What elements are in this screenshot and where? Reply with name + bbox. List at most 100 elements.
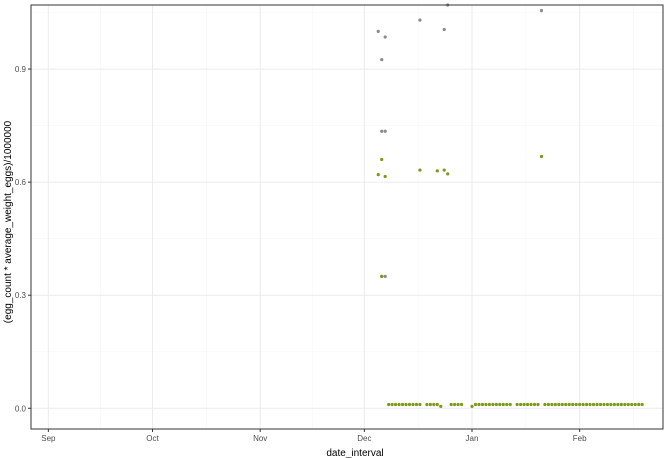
- data-point: [578, 402, 582, 407]
- y-axis-title: (egg_count * average_weight_eggs)/100000…: [3, 120, 14, 323]
- data-points: [376, 3, 644, 408]
- data-point: [380, 157, 384, 162]
- x-tick-label: Jan: [466, 434, 479, 443]
- data-point: [508, 402, 512, 407]
- data-point: [626, 402, 630, 407]
- data-point: [376, 29, 380, 33]
- data-point: [591, 402, 596, 407]
- data-point: [480, 402, 485, 407]
- grid-minor: [31, 5, 663, 429]
- data-point: [411, 402, 415, 407]
- data-point: [487, 402, 491, 407]
- x-tick-label: Dec: [357, 434, 371, 443]
- data-point: [425, 402, 429, 407]
- data-point: [546, 402, 551, 407]
- data-point: [435, 402, 439, 407]
- data-point: [432, 402, 436, 407]
- data-point: [501, 402, 505, 407]
- data-point: [623, 402, 627, 407]
- data-point: [585, 402, 589, 407]
- data-point: [407, 402, 412, 407]
- data-point: [404, 402, 408, 407]
- data-point: [439, 404, 443, 408]
- data-point: [550, 402, 554, 407]
- y-tick-label: 0.0: [15, 404, 27, 413]
- data-point: [609, 402, 613, 407]
- data-point: [477, 402, 481, 407]
- data-point: [394, 402, 398, 407]
- data-point: [640, 402, 644, 407]
- data-point: [498, 402, 502, 407]
- data-point: [418, 402, 422, 407]
- y-tick-label: 0.3: [15, 291, 27, 300]
- data-point: [484, 402, 488, 407]
- data-point: [380, 274, 384, 278]
- x-tick-label: Oct: [146, 434, 159, 443]
- data-point: [532, 402, 537, 407]
- data-point: [539, 154, 544, 159]
- data-point: [612, 402, 616, 407]
- data-point: [383, 129, 387, 133]
- data-point: [456, 402, 460, 407]
- data-point: [536, 402, 540, 407]
- data-point: [564, 402, 568, 407]
- data-point: [602, 402, 606, 407]
- data-point: [560, 402, 564, 407]
- x-tick-labels: Sep Oct Nov Dec Jan Feb: [41, 434, 587, 443]
- data-point: [390, 402, 394, 407]
- data-point: [525, 402, 530, 407]
- y-tick-label: 0.6: [15, 178, 27, 187]
- y-tick-labels: 0.0 0.3 0.6 0.9: [15, 65, 27, 413]
- data-point: [598, 402, 603, 407]
- data-point: [595, 402, 599, 407]
- data-point: [633, 402, 637, 407]
- data-point: [383, 274, 387, 278]
- data-point: [491, 402, 495, 407]
- data-point: [428, 402, 432, 407]
- data-point: [522, 402, 526, 407]
- data-point: [630, 402, 634, 407]
- data-point: [619, 402, 623, 407]
- y-tick-label: 0.9: [15, 65, 27, 74]
- data-point: [380, 58, 384, 62]
- data-point: [571, 402, 575, 407]
- data-point: [539, 9, 544, 13]
- data-point: [459, 402, 464, 407]
- data-point: [543, 402, 547, 407]
- data-point: [588, 402, 592, 407]
- data-point: [605, 402, 610, 407]
- data-point: [376, 173, 380, 177]
- data-point: [387, 402, 391, 407]
- x-tick-label: Sep: [41, 434, 56, 443]
- data-point: [435, 169, 439, 173]
- data-point: [380, 129, 384, 133]
- data-point: [553, 402, 557, 407]
- data-point: [557, 402, 561, 407]
- x-tick-label: Feb: [573, 434, 587, 443]
- data-point: [574, 402, 578, 407]
- data-point: [418, 18, 422, 22]
- data-point: [637, 402, 641, 407]
- x-axis-title: date_interval: [326, 448, 383, 458]
- x-tick-label: Nov: [253, 434, 267, 443]
- data-point: [442, 27, 446, 32]
- data-point: [581, 402, 585, 407]
- data-point: [400, 402, 405, 407]
- axis-ticks: [28, 68, 581, 432]
- grid-major: [31, 5, 663, 429]
- data-point: [414, 402, 419, 407]
- data-point: [449, 402, 453, 407]
- data-point: [473, 402, 478, 407]
- data-point: [567, 402, 571, 407]
- data-point: [442, 168, 446, 172]
- data-point: [515, 402, 519, 407]
- data-point: [519, 402, 523, 407]
- data-point: [383, 174, 387, 179]
- panel-border: [30, 4, 664, 430]
- data-point: [616, 402, 620, 407]
- data-point: [453, 402, 457, 407]
- data-point: [446, 172, 450, 176]
- data-point: [494, 402, 498, 407]
